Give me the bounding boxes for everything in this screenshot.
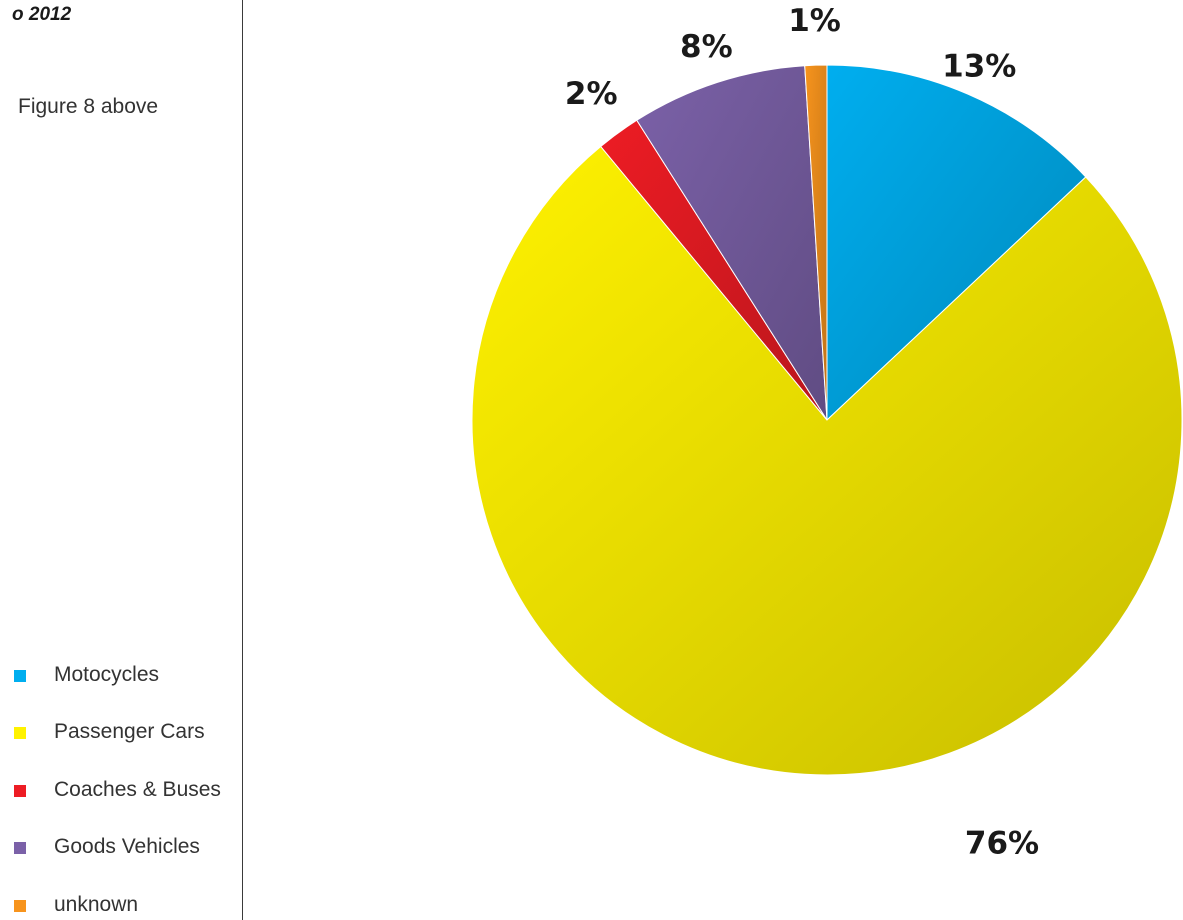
legend-label-unknown: unknown [54,893,139,916]
data-label-motocycles: 13% [942,49,1016,85]
legend-label-goods-vehicles: Goods Vehicles [54,835,200,858]
legend-swatch-passenger-cars [14,727,26,739]
legend-label-passenger-cars: Passenger Cars [54,720,205,743]
pie-slices [471,64,1183,776]
pie-data-labels: 13% 76% 2% 8% 1% [565,3,1039,861]
legend-item-goods-vehicles: Goods Vehicles [14,832,244,862]
legend-swatch-motocycles [14,670,26,682]
left-panel: o 2012 Figure 8 above Motocycles Passeng… [0,0,243,920]
data-label-unknown: 1% [788,3,841,39]
legend-item-coaches-buses: Coaches & Buses [14,775,244,805]
header-year: o 2012 [12,4,72,25]
figure-reference-text: Figure 8 above [18,95,159,118]
data-label-goods-vehicles: 8% [680,29,733,65]
pie-slice-passenger-cars [471,145,1183,776]
legend-item-motocycles: Motocycles [14,660,244,690]
legend-swatch-goods-vehicles [14,842,26,854]
legend-item-unknown: unknown [14,890,244,920]
pie-slice-goods-vehicles [636,65,828,421]
legend-swatch-coaches-buses [14,785,26,797]
legend-label-motocycles: Motocycles [54,663,160,686]
data-label-coaches-buses: 2% [565,76,618,112]
pie-chart: 13% 76% 2% 8% 1% [471,3,1183,862]
data-label-passenger-cars: 76% [965,826,1039,862]
legend-swatch-unknown [14,900,26,912]
legend-item-passenger-cars: Passenger Cars [14,717,244,747]
pie-chart-area: 13% 76% 2% 8% 1% [244,0,1183,920]
pie-slice-motocycles [826,64,1087,422]
legend-label-coaches-buses: Coaches & Buses [54,778,221,801]
pie-slice-unknown [804,64,828,421]
